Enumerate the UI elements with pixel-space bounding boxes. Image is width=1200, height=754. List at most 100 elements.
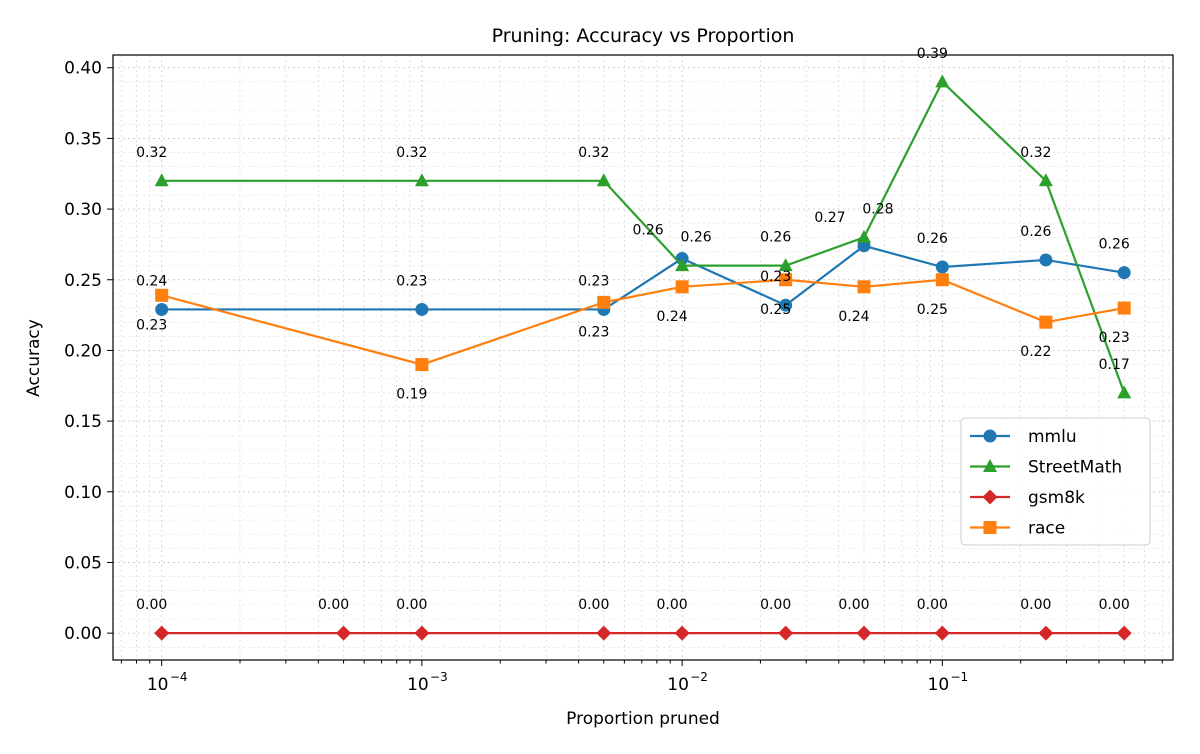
data-point-StreetMath bbox=[596, 173, 611, 187]
data-label-StreetMath: 0.32 bbox=[1020, 145, 1051, 161]
data-point-mmlu bbox=[935, 260, 949, 274]
data-point-gsm8k bbox=[154, 625, 170, 641]
data-point-gsm8k bbox=[336, 625, 352, 641]
data-point-gsm8k bbox=[1116, 625, 1132, 641]
data-label-StreetMath: 0.32 bbox=[396, 145, 427, 161]
y-tick-label: 0.25 bbox=[64, 271, 102, 291]
x-tick-label: 10 bbox=[407, 675, 429, 695]
x-tick-label: 10 bbox=[928, 675, 950, 695]
grid bbox=[113, 55, 1173, 660]
data-labels: 0.24 0.23 0.23 0.26 0.23 0.27 0.26 0.26 0.26 0.32… bbox=[136, 46, 1130, 613]
data-point-StreetMath bbox=[414, 173, 429, 187]
data-label-gsm8k: 0.00 bbox=[318, 597, 349, 613]
data-label-mmlu: 0.23 bbox=[396, 273, 427, 289]
plot-frame bbox=[112, 54, 1174, 661]
data-label-StreetMath: 0.39 bbox=[917, 46, 948, 62]
data-point-race bbox=[857, 280, 871, 294]
legend-label-StreetMath: StreetMath bbox=[1028, 458, 1122, 478]
data-point-mmlu bbox=[1117, 266, 1131, 280]
data-point-gsm8k bbox=[414, 625, 430, 641]
legend-marker-mmlu bbox=[983, 429, 997, 443]
x-axis-label: Proportion pruned bbox=[566, 709, 720, 729]
data-label-mmlu: 0.27 bbox=[814, 210, 845, 226]
x-tick-label: 10 bbox=[667, 675, 689, 695]
data-point-race bbox=[415, 358, 429, 372]
data-label-race: 0.23 bbox=[136, 317, 167, 333]
data-label-race: 0.23 bbox=[1099, 330, 1130, 346]
x-tick-label: 10 bbox=[147, 675, 169, 695]
legend-marker-gsm8k bbox=[982, 489, 998, 505]
data-label-gsm8k: 0.00 bbox=[578, 597, 609, 613]
data-label-gsm8k: 0.00 bbox=[136, 597, 167, 613]
x-tick-exponent: −1 bbox=[950, 670, 968, 684]
data-point-race bbox=[155, 288, 169, 302]
legend: mmlu StreetMath gsm8k race bbox=[960, 417, 1151, 546]
y-tick-label: 0.20 bbox=[64, 341, 102, 361]
data-point-mmlu bbox=[779, 298, 793, 312]
data-label-StreetMath: 0.26 bbox=[681, 230, 712, 246]
data-point-race bbox=[779, 273, 793, 287]
legend-marker-StreetMath bbox=[983, 459, 997, 472]
data-label-gsm8k: 0.00 bbox=[396, 597, 427, 613]
y-axis-label: Accuracy bbox=[24, 319, 44, 397]
series-layer bbox=[154, 74, 1132, 641]
data-label-mmlu: 0.26 bbox=[1099, 237, 1130, 253]
data-point-race bbox=[1117, 301, 1131, 315]
data-point-mmlu bbox=[1039, 253, 1053, 267]
axes: 10 −4 10 −3 10 −2 10 −10.000.050.100.150.200.25… bbox=[64, 59, 1163, 695]
data-point-race bbox=[1039, 315, 1053, 329]
data-point-StreetMath bbox=[778, 258, 793, 272]
data-point-StreetMath bbox=[154, 173, 169, 187]
data-label-gsm8k: 0.00 bbox=[838, 597, 869, 613]
data-label-mmlu: 0.26 bbox=[917, 231, 948, 247]
data-label-StreetMath: 0.17 bbox=[1099, 357, 1130, 373]
legend-label-gsm8k: gsm8k bbox=[1028, 488, 1085, 508]
x-tick-exponent: −4 bbox=[170, 670, 188, 684]
data-label-race: 0.22 bbox=[1020, 344, 1051, 360]
data-label-mmlu: 0.23 bbox=[578, 273, 609, 289]
x-tick-exponent: −3 bbox=[430, 670, 448, 684]
data-label-race: 0.25 bbox=[917, 302, 948, 318]
data-point-gsm8k bbox=[934, 625, 950, 641]
data-label-gsm8k: 0.00 bbox=[1020, 597, 1051, 613]
data-point-StreetMath bbox=[856, 229, 871, 243]
y-tick-label: 0.40 bbox=[64, 59, 102, 79]
data-label-race: 0.24 bbox=[838, 309, 869, 325]
data-point-race bbox=[935, 273, 949, 287]
data-label-mmlu: 0.26 bbox=[633, 223, 664, 239]
data-point-gsm8k bbox=[778, 625, 794, 641]
data-point-race bbox=[675, 280, 689, 294]
data-point-gsm8k bbox=[596, 625, 612, 641]
legend-label-race: race bbox=[1028, 519, 1065, 539]
legend-marker-race bbox=[983, 521, 997, 534]
data-label-gsm8k: 0.00 bbox=[917, 597, 948, 613]
data-point-gsm8k bbox=[674, 625, 690, 641]
chart-title: Pruning: Accuracy vs Proportion bbox=[492, 25, 795, 47]
y-tick-label: 0.00 bbox=[64, 624, 102, 644]
data-label-StreetMath: 0.32 bbox=[136, 145, 167, 161]
data-label-StreetMath: 0.26 bbox=[760, 230, 791, 246]
data-label-gsm8k: 0.00 bbox=[760, 597, 791, 613]
data-label-race: 0.24 bbox=[657, 309, 688, 325]
data-point-StreetMath bbox=[1038, 173, 1053, 187]
y-tick-label: 0.30 bbox=[64, 200, 102, 220]
data-point-StreetMath bbox=[675, 258, 690, 272]
data-point-mmlu bbox=[415, 302, 429, 316]
data-point-gsm8k bbox=[856, 625, 872, 641]
data-point-StreetMath bbox=[1117, 385, 1132, 399]
data-label-mmlu: 0.23 bbox=[760, 269, 791, 285]
data-label-mmlu: 0.26 bbox=[1020, 224, 1051, 240]
y-tick-label: 0.05 bbox=[64, 553, 102, 573]
data-point-race bbox=[597, 295, 611, 309]
data-label-race: 0.25 bbox=[760, 302, 791, 318]
data-label-StreetMath: 0.28 bbox=[862, 201, 893, 217]
data-label-race: 0.23 bbox=[578, 324, 609, 340]
data-label-mmlu: 0.24 bbox=[136, 273, 167, 289]
data-label-race: 0.19 bbox=[396, 387, 427, 403]
data-point-StreetMath bbox=[935, 74, 950, 88]
y-tick-label: 0.10 bbox=[64, 483, 102, 503]
data-label-StreetMath: 0.32 bbox=[578, 145, 609, 161]
legend-box bbox=[960, 417, 1151, 546]
data-point-mmlu bbox=[155, 302, 169, 316]
